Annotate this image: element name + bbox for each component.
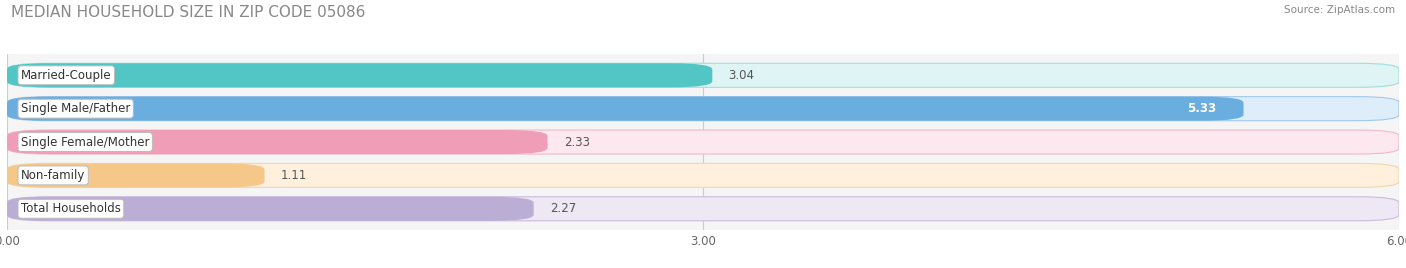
- FancyBboxPatch shape: [7, 197, 1399, 221]
- FancyBboxPatch shape: [7, 63, 1399, 87]
- Text: 2.33: 2.33: [564, 136, 589, 148]
- Text: 5.33: 5.33: [1187, 102, 1216, 115]
- FancyBboxPatch shape: [7, 130, 547, 154]
- FancyBboxPatch shape: [7, 130, 1399, 154]
- Text: Single Female/Mother: Single Female/Mother: [21, 136, 149, 148]
- FancyBboxPatch shape: [7, 163, 264, 187]
- FancyBboxPatch shape: [7, 97, 1243, 121]
- Text: Total Households: Total Households: [21, 202, 121, 215]
- FancyBboxPatch shape: [7, 197, 534, 221]
- Text: Source: ZipAtlas.com: Source: ZipAtlas.com: [1284, 5, 1395, 15]
- Text: Married-Couple: Married-Couple: [21, 69, 111, 82]
- Text: Non-family: Non-family: [21, 169, 86, 182]
- Text: 3.04: 3.04: [728, 69, 755, 82]
- FancyBboxPatch shape: [7, 63, 713, 87]
- Text: MEDIAN HOUSEHOLD SIZE IN ZIP CODE 05086: MEDIAN HOUSEHOLD SIZE IN ZIP CODE 05086: [11, 5, 366, 20]
- Text: 1.11: 1.11: [281, 169, 307, 182]
- FancyBboxPatch shape: [7, 97, 1399, 121]
- FancyBboxPatch shape: [7, 163, 1399, 187]
- Text: 2.27: 2.27: [550, 202, 576, 215]
- Text: Single Male/Father: Single Male/Father: [21, 102, 131, 115]
